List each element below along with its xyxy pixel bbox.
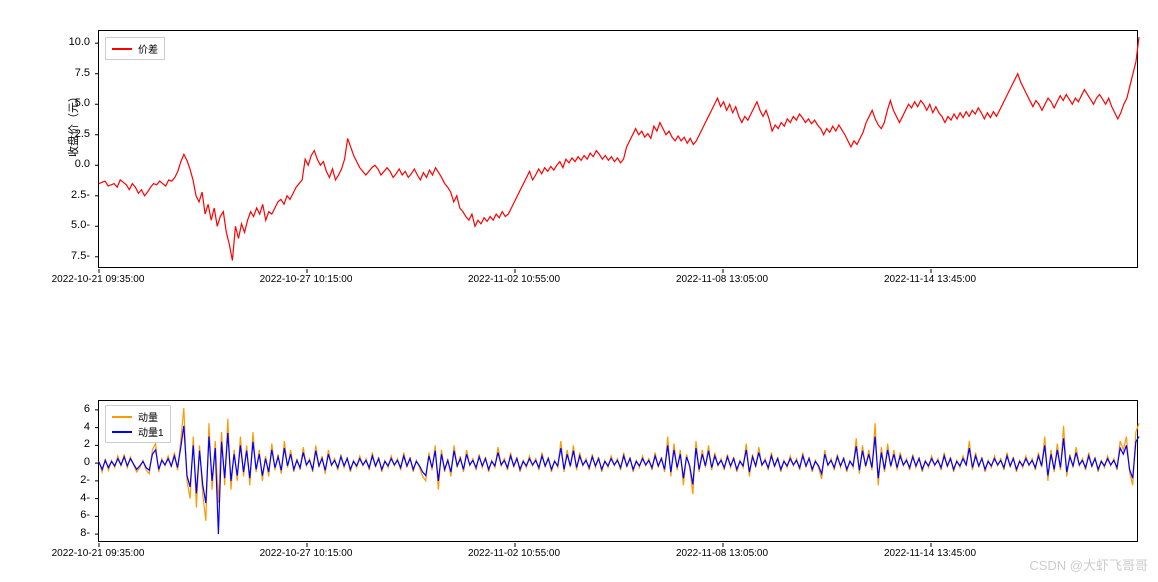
xtick-label: 2022-10-27 10:15:00 <box>260 274 353 285</box>
legend-swatch <box>112 416 132 418</box>
legend-label: 动量1 <box>138 424 164 439</box>
xtick-label: 2022-10-21 09:35:00 <box>52 548 145 559</box>
legend-item: 价差 <box>112 41 158 56</box>
watermark: CSDN @大虾飞哥哥 <box>1029 555 1148 574</box>
top-chart-plot: 价差 <box>98 30 1138 268</box>
legend-label: 动量 <box>138 409 158 424</box>
legend-label: 价差 <box>138 41 158 56</box>
series-line <box>99 37 1139 260</box>
xtick-label: 2022-11-02 10:55:00 <box>468 548 560 559</box>
legend-item: 动量1 <box>112 424 164 439</box>
xtick-label: 2022-11-08 13:05:00 <box>676 548 768 559</box>
legend-item: 动量 <box>112 409 164 424</box>
bottom-chart-svg <box>99 401 1139 543</box>
xtick-label: 2022-10-27 10:15:00 <box>260 548 353 559</box>
legend-swatch <box>112 48 132 50</box>
top-chart-svg <box>99 31 1139 269</box>
legend-swatch <box>112 431 132 433</box>
xtick-label: 2022-11-08 13:05:00 <box>676 274 768 285</box>
xtick-label: 2022-11-14 13:45:00 <box>884 274 976 285</box>
top-chart-legend: 价差 <box>105 37 165 60</box>
xtick-label: 2022-11-02 10:55:00 <box>468 274 560 285</box>
bottom-chart-legend: 动量 动量1 <box>105 405 171 443</box>
xtick-label: 2022-11-14 13:45:00 <box>884 548 976 559</box>
xtick-label: 2022-10-21 09:35:00 <box>52 274 145 285</box>
bottom-chart-plot: 动量 动量1 <box>98 400 1138 542</box>
series-line <box>99 426 1139 534</box>
